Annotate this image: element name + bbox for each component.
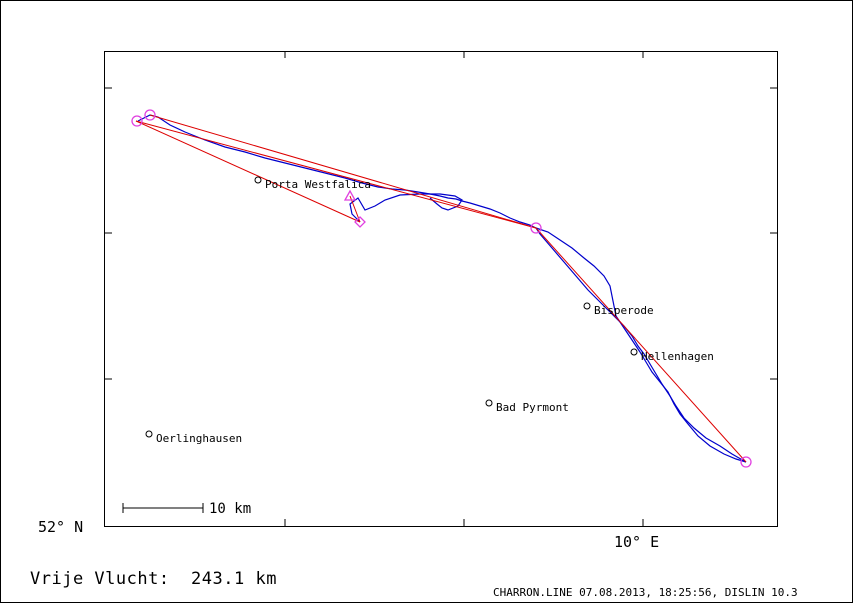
place-marker-oerlinghausen — [145, 430, 153, 438]
place-marker-bisperode — [583, 302, 591, 310]
gps-track — [137, 114, 537, 229]
summary-label: Vrije Vlucht: — [30, 569, 170, 589]
turnpoint-middle — [530, 222, 542, 234]
task-lines — [135, 114, 747, 463]
place-marker-hellenhagen — [630, 348, 638, 356]
latitude-label: 52° N — [38, 518, 83, 536]
scale-bar — [122, 503, 204, 513]
gps-track-loop — [349, 193, 463, 223]
map-frame — [104, 51, 778, 527]
turnpoint-west — [144, 109, 156, 121]
longitude-label: 10° E — [614, 533, 659, 551]
place-label: Porta Westfalica — [265, 178, 371, 191]
axis-ticks — [104, 51, 778, 527]
start-triangle-marker — [343, 189, 357, 201]
place-marker-porta-westfalica — [254, 176, 262, 184]
program-info: CHARRON.LINE 07.08.2013, 18:25:56, DISLI… — [493, 586, 798, 599]
turnpoint-start — [131, 115, 143, 127]
landing-diamond-marker — [354, 216, 366, 228]
place-markers — [145, 176, 638, 438]
place-label: Hellenhagen — [641, 350, 714, 363]
place-marker-bad-pyrmont — [485, 399, 493, 407]
scale-bar-label: 10 km — [209, 501, 251, 517]
flight-summary: Vrije Vlucht: 243.1 km — [30, 569, 277, 589]
gps-track-return — [535, 227, 747, 463]
gps-track-final — [535, 227, 747, 463]
turnpoint-markers — [131, 109, 752, 468]
place-labels: Porta Westfalica Bisperode Hellenhagen B… — [156, 178, 714, 445]
turnpoint-east — [740, 456, 752, 468]
summary-value: 243.1 km — [191, 569, 277, 589]
place-label: Oerlinghausen — [156, 432, 242, 445]
place-label: Bisperode — [594, 304, 654, 317]
place-label: Bad Pyrmont — [496, 401, 569, 414]
